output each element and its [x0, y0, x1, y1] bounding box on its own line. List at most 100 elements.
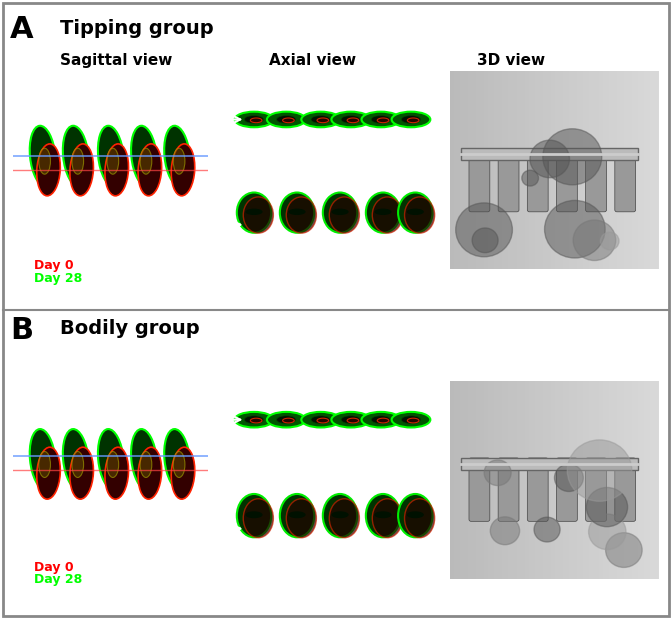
- Ellipse shape: [63, 429, 89, 490]
- Text: 3D view: 3D view: [477, 53, 545, 67]
- Circle shape: [288, 209, 306, 215]
- Text: Palatal: Palatal: [376, 152, 405, 161]
- Circle shape: [347, 118, 359, 123]
- Circle shape: [267, 412, 306, 428]
- Circle shape: [317, 418, 329, 423]
- Text: Day 28: Day 28: [34, 573, 82, 586]
- Circle shape: [377, 118, 389, 123]
- Ellipse shape: [30, 126, 56, 186]
- Ellipse shape: [107, 148, 119, 174]
- Circle shape: [251, 418, 262, 423]
- Ellipse shape: [30, 429, 56, 490]
- Ellipse shape: [70, 144, 93, 196]
- Ellipse shape: [164, 429, 190, 490]
- FancyBboxPatch shape: [585, 149, 606, 212]
- Text: F: F: [15, 173, 22, 183]
- Circle shape: [522, 170, 538, 186]
- Text: Bodily group: Bodily group: [60, 319, 200, 338]
- Text: Day 0: Day 0: [34, 259, 73, 272]
- Ellipse shape: [323, 193, 358, 233]
- Text: B: B: [10, 316, 33, 345]
- Ellipse shape: [237, 193, 271, 233]
- Text: Buccal: Buccal: [376, 387, 405, 396]
- Circle shape: [601, 232, 619, 250]
- Circle shape: [311, 416, 331, 423]
- Circle shape: [589, 514, 626, 550]
- Circle shape: [347, 418, 359, 423]
- Ellipse shape: [140, 451, 152, 477]
- Text: Mesial: Mesial: [15, 551, 42, 560]
- Text: F: F: [224, 210, 230, 220]
- Circle shape: [245, 416, 263, 423]
- Ellipse shape: [138, 447, 162, 499]
- Circle shape: [277, 116, 296, 123]
- Text: A: A: [10, 15, 34, 45]
- Ellipse shape: [398, 494, 433, 537]
- Ellipse shape: [107, 451, 119, 477]
- Circle shape: [407, 511, 424, 518]
- FancyBboxPatch shape: [556, 149, 577, 212]
- Ellipse shape: [138, 144, 162, 196]
- Circle shape: [277, 416, 296, 423]
- Circle shape: [331, 209, 349, 215]
- Circle shape: [341, 416, 360, 423]
- FancyBboxPatch shape: [469, 149, 490, 212]
- Ellipse shape: [131, 429, 157, 490]
- Circle shape: [235, 111, 274, 128]
- Ellipse shape: [72, 148, 83, 174]
- Circle shape: [530, 140, 569, 178]
- Circle shape: [605, 533, 642, 568]
- Circle shape: [362, 111, 401, 128]
- Circle shape: [544, 201, 605, 258]
- Ellipse shape: [171, 144, 195, 196]
- Text: Mesial: Mesial: [224, 553, 251, 561]
- Circle shape: [377, 418, 389, 423]
- Circle shape: [245, 116, 263, 123]
- Text: Palatal: Palatal: [376, 452, 405, 461]
- FancyBboxPatch shape: [528, 149, 548, 212]
- Circle shape: [472, 228, 498, 253]
- Circle shape: [331, 511, 349, 518]
- Ellipse shape: [237, 494, 271, 537]
- FancyBboxPatch shape: [615, 149, 636, 212]
- Text: Mesial: Mesial: [224, 246, 251, 255]
- Ellipse shape: [366, 193, 401, 233]
- Circle shape: [341, 116, 360, 123]
- Text: Distal: Distal: [394, 246, 418, 255]
- Circle shape: [235, 412, 274, 428]
- Circle shape: [371, 116, 390, 123]
- Ellipse shape: [171, 447, 195, 499]
- Circle shape: [407, 118, 419, 123]
- Ellipse shape: [70, 447, 93, 499]
- Ellipse shape: [405, 499, 435, 538]
- Circle shape: [491, 517, 519, 545]
- FancyBboxPatch shape: [498, 458, 519, 521]
- Ellipse shape: [280, 193, 314, 233]
- Bar: [461, 149, 638, 160]
- Circle shape: [311, 116, 331, 123]
- Ellipse shape: [280, 494, 314, 537]
- Circle shape: [484, 460, 511, 485]
- Ellipse shape: [37, 144, 60, 196]
- Ellipse shape: [105, 447, 128, 499]
- Ellipse shape: [243, 499, 274, 538]
- Ellipse shape: [329, 499, 360, 538]
- Ellipse shape: [37, 447, 60, 499]
- Text: F: F: [224, 105, 230, 115]
- Ellipse shape: [398, 193, 433, 233]
- Ellipse shape: [98, 429, 124, 490]
- FancyBboxPatch shape: [585, 458, 606, 521]
- FancyBboxPatch shape: [469, 458, 490, 521]
- Text: Axial view: Axial view: [269, 53, 356, 67]
- Circle shape: [401, 416, 421, 423]
- Ellipse shape: [372, 197, 403, 233]
- Ellipse shape: [140, 148, 152, 174]
- Text: F: F: [224, 405, 230, 415]
- Circle shape: [374, 209, 392, 215]
- Ellipse shape: [243, 197, 274, 233]
- Circle shape: [392, 111, 430, 128]
- Text: Sagittal view: Sagittal view: [60, 53, 173, 67]
- Text: Day 0: Day 0: [34, 561, 73, 574]
- Circle shape: [301, 111, 340, 128]
- Circle shape: [573, 220, 616, 261]
